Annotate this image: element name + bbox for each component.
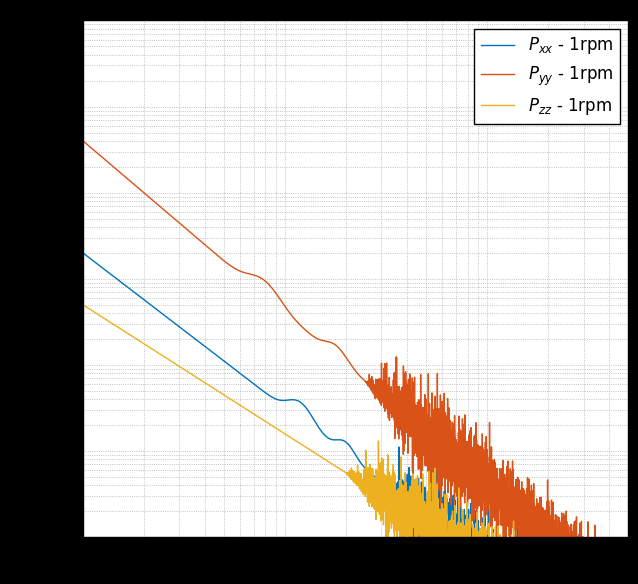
Line: $P_{xx}$ - 1rpm: $P_{xx}$ - 1rpm (83, 253, 628, 584)
$P_{xx}$ - 1rpm (434, 516, 441, 523)
$P_{yy}$ - 1rpm (486, 493, 494, 500)
$P_{xx}$ - 1rpm (178, 325, 186, 332)
$P_{zz}$ - 1rpm (486, 557, 494, 564)
$P_{xx}$ - 1rpm (288, 396, 295, 403)
$P_{xx}$ - 1rpm (406, 496, 414, 503)
Legend: $P_{xx}$ - 1rpm, $P_{yy}$ - 1rpm, $P_{zz}$ - 1rpm: $P_{xx}$ - 1rpm, $P_{yy}$ - 1rpm, $P_{zz… (475, 29, 620, 124)
$P_{xx}$ - 1rpm (79, 249, 87, 256)
Line: $P_{yy}$ - 1rpm: $P_{yy}$ - 1rpm (83, 141, 628, 584)
$P_{xx}$ - 1rpm (486, 545, 494, 552)
$P_{zz}$ - 1rpm (178, 364, 186, 371)
$P_{yy}$ - 1rpm (288, 311, 295, 318)
Line: $P_{zz}$ - 1rpm: $P_{zz}$ - 1rpm (83, 305, 628, 584)
$P_{yy}$ - 1rpm (528, 482, 535, 489)
$P_{xx}$ - 1rpm (528, 572, 535, 579)
$P_{yy}$ - 1rpm (434, 461, 441, 468)
$P_{zz}$ - 1rpm (79, 301, 87, 308)
$P_{yy}$ - 1rpm (406, 382, 414, 389)
$P_{zz}$ - 1rpm (434, 526, 441, 533)
$P_{yy}$ - 1rpm (178, 222, 186, 229)
$P_{yy}$ - 1rpm (79, 137, 87, 144)
$P_{zz}$ - 1rpm (406, 483, 414, 490)
$P_{zz}$ - 1rpm (288, 434, 295, 442)
